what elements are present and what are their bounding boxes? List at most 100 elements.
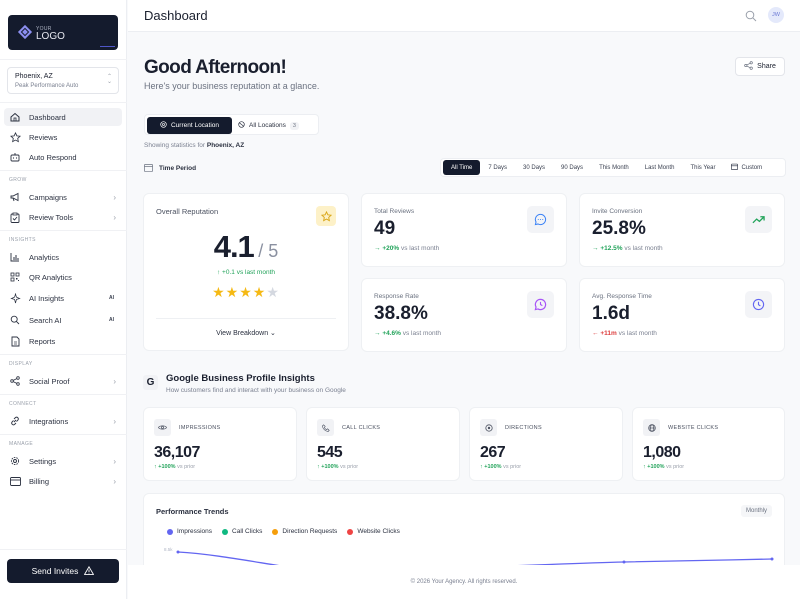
legend-dot xyxy=(347,528,354,535)
invite-conversion-card: Invite Conversion 25.8% → +12.5% vs last… xyxy=(579,193,785,267)
period-7-days[interactable]: 7 Days xyxy=(488,164,508,171)
total-reviews-card: Total Reviews 49 → +20% vs last month xyxy=(361,193,567,267)
performance-title: Performance Trends xyxy=(156,507,229,516)
message-clock-icon xyxy=(527,291,554,318)
legend-item-website-clicks[interactable]: Website Clicks xyxy=(347,528,400,535)
sidebar-item-billing[interactable]: Billing › xyxy=(4,472,122,490)
sidebar-item-review-tools[interactable]: Review Tools › xyxy=(4,208,122,226)
sidebar-item-auto-respond[interactable]: Auto Respond xyxy=(4,148,122,166)
arrow-right-icon: → xyxy=(374,330,381,337)
legend-dot xyxy=(167,528,173,535)
change-suffix: vs last month xyxy=(618,330,657,337)
sidebar-item-qr-analytics[interactable]: QR Analytics xyxy=(4,268,122,286)
search-icon[interactable] xyxy=(745,9,757,27)
avg-response-time-card: Avg. Response Time 1.6d ← +11m vs last m… xyxy=(579,278,785,352)
search-icon xyxy=(9,314,21,326)
all-locations-tab[interactable]: All Locations 3 xyxy=(238,117,316,134)
showing-location: Phoenix, AZ xyxy=(206,142,245,149)
arrow-left-icon: ← xyxy=(592,330,599,337)
section-label-insights: INSIGHTS xyxy=(9,237,36,243)
sidebar-item-label: Reports xyxy=(29,336,56,346)
chevron-right-icon: › xyxy=(113,212,116,222)
insight-value: 36,107 xyxy=(154,444,200,461)
greeting-subtitle: Here's your business reputation at a gla… xyxy=(144,81,320,91)
page-title: Dashboard xyxy=(144,8,208,23)
section-label-manage: MANAGE xyxy=(9,441,34,447)
sidebar-item-analytics[interactable]: Analytics xyxy=(4,248,122,266)
insight-change: ↑ +100% vs prior xyxy=(480,464,521,470)
logo[interactable]: YOUR LOGO xyxy=(8,15,118,50)
current-location-tab[interactable]: Current Location xyxy=(147,117,232,134)
sidebar-item-reports[interactable]: Reports xyxy=(4,332,122,350)
location-selector[interactable]: Phoenix, AZ Peak Performance Auto ⌃ ⌄ xyxy=(7,67,119,94)
divider xyxy=(0,230,127,231)
period-30-days[interactable]: 30 Days xyxy=(523,164,546,171)
sidebar-item-ai-insights[interactable]: AI Insights AI xyxy=(4,289,122,307)
period-this-month[interactable]: This Month xyxy=(599,164,629,171)
share-icon xyxy=(744,61,753,72)
change-suffix: vs last month xyxy=(624,245,663,252)
stat-change: → +12.5% vs last month xyxy=(592,245,663,252)
chevron-down-icon: ⌄ xyxy=(270,330,276,337)
time-period-label: Time Period xyxy=(144,163,196,174)
logo-text: LOGO xyxy=(36,31,65,42)
legend-item-direction-requests[interactable]: Direction Requests xyxy=(272,528,337,535)
bar-chart-icon xyxy=(9,251,21,263)
period-this-year[interactable]: This Year xyxy=(690,164,716,171)
send-invites-button[interactable]: Send Invites xyxy=(7,559,119,583)
chart-legend: Impressions Call Clicks Direction Reques… xyxy=(167,528,400,535)
change-suffix: vs prior xyxy=(503,464,522,470)
legend-item-call-clicks[interactable]: Call Clicks xyxy=(222,528,262,535)
view-breakdown-button[interactable]: View Breakdown ⌄ xyxy=(144,329,348,337)
chevron-right-icon: › xyxy=(113,416,116,426)
sidebar-item-integrations[interactable]: Integrations › xyxy=(4,412,122,430)
website-clicks-card: WEBSITE CLICKS 1,080 ↑ +100% vs prior xyxy=(632,407,785,481)
sidebar-item-search-ai[interactable]: Search AI AI xyxy=(4,311,122,329)
sidebar: YOUR LOGO Phoenix, AZ Peak Performance A… xyxy=(0,0,127,599)
google-icon: G xyxy=(143,375,158,390)
section-label-connect: CONNECT xyxy=(9,401,37,407)
sidebar-item-label: Social Proof xyxy=(29,376,70,386)
share-button[interactable]: Share xyxy=(735,57,785,76)
trending-up-icon xyxy=(745,206,772,233)
change-suffix: vs last month xyxy=(400,245,440,252)
stat-label: Avg. Response Time xyxy=(592,293,652,300)
sidebar-item-reviews[interactable]: Reviews xyxy=(4,128,122,146)
stat-label: Response Rate xyxy=(374,293,419,300)
arrow-right-icon: → xyxy=(374,245,381,252)
sidebar-item-label: Auto Respond xyxy=(29,152,77,162)
period-all-time[interactable]: All Time xyxy=(443,160,481,175)
chevron-right-icon: › xyxy=(113,192,116,202)
change-value: +11m xyxy=(600,330,617,337)
sparkles-icon xyxy=(9,292,21,304)
stat-change: ← +11m vs last month xyxy=(592,330,657,337)
sidebar-item-social-proof[interactable]: Social Proof › xyxy=(4,372,122,390)
avatar[interactable]: JW xyxy=(768,7,784,23)
calendar-icon xyxy=(144,163,153,174)
sidebar-item-settings[interactable]: Settings › xyxy=(4,452,122,470)
legend-dot xyxy=(272,528,279,535)
chevron-right-icon: › xyxy=(113,476,116,486)
divider xyxy=(0,102,127,103)
stat-value: 49 xyxy=(374,218,396,239)
period-custom[interactable]: Custom xyxy=(723,160,770,175)
section-label-grow: GROW xyxy=(9,177,27,183)
divider xyxy=(0,59,127,60)
insight-change: ↑ +100% vs prior xyxy=(643,464,684,470)
sidebar-item-campaigns[interactable]: Campaigns › xyxy=(4,188,122,206)
period-dropdown[interactable]: Monthly xyxy=(740,505,772,517)
score-max: / 5 xyxy=(258,241,279,261)
sidebar-item-dashboard[interactable]: Dashboard xyxy=(4,108,122,126)
link-icon xyxy=(9,415,21,427)
globe-icon xyxy=(643,419,660,436)
bot-icon xyxy=(9,151,21,163)
change-value: ↑ +100% xyxy=(154,464,176,470)
globe-icon xyxy=(238,121,245,130)
legend-item-impressions[interactable]: Impressions xyxy=(167,528,212,535)
stat-change: → +4.6% vs last month xyxy=(374,330,441,337)
phone-icon xyxy=(317,419,334,436)
period-last-month[interactable]: Last Month xyxy=(644,164,675,171)
period-90-days[interactable]: 90 Days xyxy=(561,164,584,171)
change-suffix: vs prior xyxy=(666,464,685,470)
call-clicks-card: CALL CLICKS 545 ↑ +100% vs prior xyxy=(306,407,460,481)
